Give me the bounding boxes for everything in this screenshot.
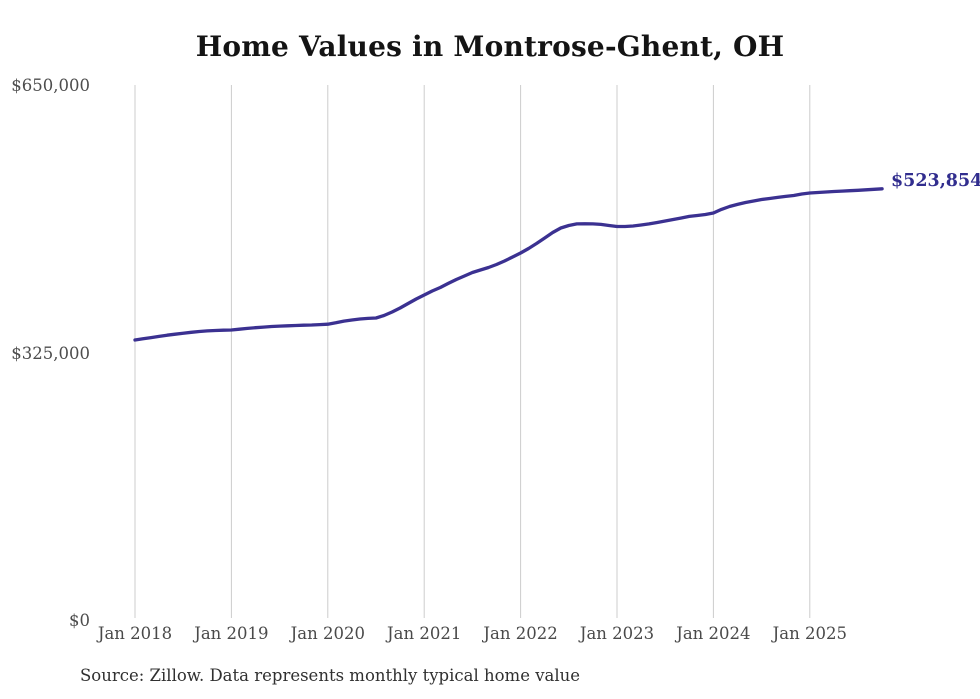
- vertical-gridlines: [134, 85, 811, 618]
- x-tick-label: Jan 2022: [483, 624, 558, 643]
- y-tick-label: $0: [69, 611, 90, 630]
- y-tick-label: $325,000: [11, 343, 90, 363]
- x-tick-label: Jan 2019: [194, 624, 269, 643]
- x-tick-label: Jan 2024: [676, 624, 751, 643]
- latest-value-label: $523,854: [891, 171, 980, 191]
- y-tick-label: $650,000: [11, 76, 90, 95]
- x-tick-label: Jan 2021: [387, 624, 462, 643]
- x-tick-label: Jan 2018: [97, 624, 173, 643]
- chart-title: Home Values in Montrose-Ghent, OH: [195, 30, 785, 63]
- home-value-line: [133, 187, 884, 342]
- x-tick-label: Jan 2023: [579, 624, 655, 643]
- source-note: Source: Zillow. Data represents monthly …: [80, 666, 581, 685]
- x-tick-label: Jan 2025: [772, 624, 847, 643]
- x-tick-label: Jan 2020: [290, 624, 365, 643]
